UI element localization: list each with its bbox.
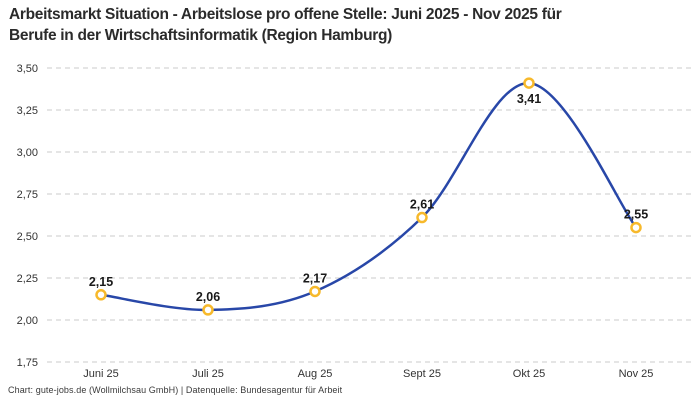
y-axis-tick-label: 1,75 <box>17 357 38 369</box>
data-point-value-label: 2,17 <box>303 271 327 285</box>
y-axis-tick-label: 3,25 <box>17 105 38 117</box>
x-axis-tick-label: Aug 25 <box>298 368 333 380</box>
data-point-value-label: 2,55 <box>624 208 648 222</box>
y-axis-tick-label: 2,25 <box>17 273 38 285</box>
y-axis-tick-label: 3,00 <box>17 147 38 159</box>
data-point-value-label: 3,41 <box>517 92 541 106</box>
y-axis-tick-label: 2,00 <box>17 315 38 327</box>
y-axis-tick-label: 2,75 <box>17 189 38 201</box>
y-axis-tick-label: 3,50 <box>17 63 38 75</box>
data-point-marker[interactable] <box>523 77 535 89</box>
data-point-marker[interactable] <box>95 289 107 301</box>
data-point-marker[interactable] <box>416 211 428 224</box>
data-point-marker[interactable] <box>202 304 214 316</box>
x-axis-tick-label: Juli 25 <box>192 368 224 380</box>
data-point-value-label: 2,61 <box>410 198 434 212</box>
trend-line <box>99 81 638 312</box>
chart-title-line2: Berufe in der Wirtschaftsinformatik (Reg… <box>9 27 392 44</box>
x-axis-tick-label: Juni 25 <box>83 368 118 380</box>
chart-title: Arbeitsmarkt Situation - Arbeitslose pro… <box>9 4 692 46</box>
data-point-value-label: 2,06 <box>196 290 220 304</box>
data-point-marker[interactable] <box>630 221 642 234</box>
x-axis-tick-label: Okt 25 <box>513 368 545 380</box>
x-axis-tick-label: Sept 25 <box>403 368 441 380</box>
x-axis-tick-label: Nov 25 <box>619 368 654 380</box>
data-point-value-label: 2,15 <box>89 275 113 289</box>
chart-title-line1: Arbeitsmarkt Situation - Arbeitslose pro… <box>9 6 562 23</box>
data-point-marker[interactable] <box>309 285 321 298</box>
chart-source-credit: Chart: gute-jobs.de (Wollmilchsau GmbH) … <box>8 385 343 395</box>
y-axis-tick-label: 2,50 <box>17 231 38 243</box>
